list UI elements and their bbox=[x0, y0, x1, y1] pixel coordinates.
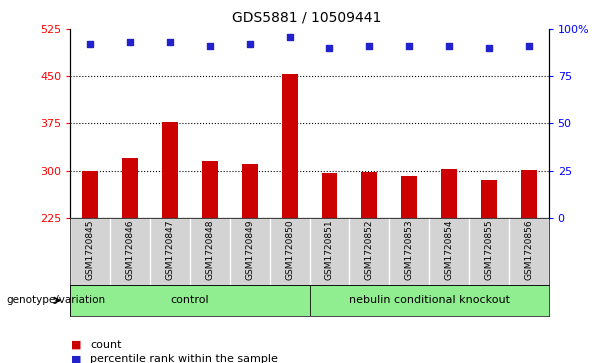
Text: nebulin conditional knockout: nebulin conditional knockout bbox=[349, 295, 509, 305]
Point bbox=[284, 34, 294, 40]
Text: GSM1720845: GSM1720845 bbox=[86, 220, 95, 280]
Bar bbox=[242, 164, 258, 218]
Bar bbox=[362, 172, 377, 218]
Text: GSM1720852: GSM1720852 bbox=[365, 220, 374, 280]
Text: ■: ■ bbox=[70, 354, 81, 363]
Text: GSM1720855: GSM1720855 bbox=[484, 220, 493, 281]
Point bbox=[245, 41, 255, 47]
Text: GSM1720856: GSM1720856 bbox=[524, 220, 533, 281]
Text: percentile rank within the sample: percentile rank within the sample bbox=[90, 354, 278, 363]
Text: GSM1720851: GSM1720851 bbox=[325, 220, 334, 281]
Bar bbox=[402, 176, 417, 218]
Text: GSM1720850: GSM1720850 bbox=[285, 220, 294, 281]
Bar bbox=[162, 122, 178, 218]
Bar bbox=[322, 173, 337, 218]
Point bbox=[205, 43, 215, 49]
Point bbox=[166, 39, 175, 45]
Point bbox=[524, 43, 533, 49]
Point bbox=[444, 43, 454, 49]
Text: control: control bbox=[170, 295, 210, 305]
Text: GSM1720848: GSM1720848 bbox=[205, 220, 215, 280]
Bar bbox=[481, 180, 497, 218]
Text: count: count bbox=[90, 340, 121, 350]
Bar bbox=[83, 171, 99, 218]
Bar bbox=[70, 285, 310, 316]
Point bbox=[325, 45, 335, 51]
Point bbox=[484, 45, 494, 51]
Bar bbox=[282, 74, 298, 218]
Text: GDS5881 / 10509441: GDS5881 / 10509441 bbox=[232, 11, 381, 25]
Text: GSM1720847: GSM1720847 bbox=[166, 220, 175, 280]
Bar bbox=[202, 161, 218, 218]
Bar bbox=[123, 158, 139, 218]
Point bbox=[405, 43, 414, 49]
Point bbox=[364, 43, 374, 49]
Text: GSM1720846: GSM1720846 bbox=[126, 220, 135, 280]
Text: GSM1720854: GSM1720854 bbox=[444, 220, 454, 280]
Bar bbox=[310, 285, 549, 316]
Text: genotype/variation: genotype/variation bbox=[6, 295, 105, 305]
Point bbox=[125, 39, 135, 45]
Bar bbox=[521, 170, 537, 218]
Bar bbox=[441, 169, 457, 218]
Text: GSM1720853: GSM1720853 bbox=[405, 220, 414, 281]
Point bbox=[86, 41, 96, 47]
Text: ■: ■ bbox=[70, 340, 81, 350]
Text: GSM1720849: GSM1720849 bbox=[245, 220, 254, 280]
